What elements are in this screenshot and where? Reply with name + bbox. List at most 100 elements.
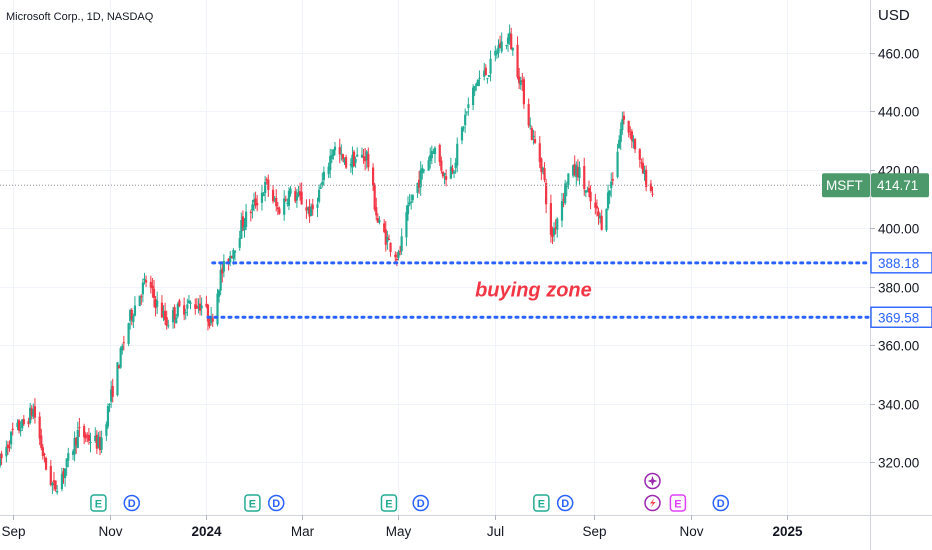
candle-body	[349, 164, 352, 166]
candle-body	[217, 290, 221, 297]
dividend-marker-icon[interactable]: D	[267, 494, 285, 512]
candle-body	[595, 205, 599, 209]
split-marker-icon[interactable]	[644, 494, 661, 512]
time-tick-label: May	[386, 524, 412, 539]
time-scale[interactable]: Sep Nov 2024 Mar May Jul Sep Nov 2025	[1, 515, 803, 539]
ideas-marker-icon[interactable]	[644, 472, 661, 490]
candle-body	[260, 192, 264, 203]
candle-body	[421, 167, 424, 174]
candle-body	[616, 151, 619, 177]
candle-body	[627, 120, 630, 133]
candle-body	[16, 422, 19, 428]
candle-body	[119, 348, 122, 368]
earnings-marker-icon[interactable]: E	[533, 494, 550, 512]
candle-body	[33, 406, 37, 418]
candle-body	[643, 169, 646, 175]
candle-body	[554, 227, 557, 229]
candle-body	[389, 242, 392, 252]
candle-body	[556, 218, 559, 230]
candle-body	[221, 268, 224, 274]
candle-body	[117, 365, 121, 369]
earnings-marker-icon[interactable]: E	[244, 494, 261, 512]
candle-body	[400, 236, 403, 252]
candle-body	[418, 179, 421, 188]
horizontal-levels	[206, 261, 872, 319]
candle-body	[508, 32, 511, 41]
svg-text:D: D	[561, 498, 569, 510]
dividend-marker-icon[interactable]: D	[123, 494, 141, 512]
candle-body	[229, 256, 232, 263]
candle-body	[73, 437, 76, 455]
candle-body	[649, 183, 653, 191]
candle-body	[564, 183, 567, 204]
candle-body	[210, 315, 213, 323]
candle-body	[551, 233, 554, 237]
candle-body	[583, 166, 586, 190]
earnings-marker-icon[interactable]: E	[90, 494, 107, 512]
candle-body	[94, 435, 97, 441]
candle-body	[586, 191, 589, 193]
candle-body	[597, 211, 600, 216]
candle-body	[522, 79, 526, 105]
candle-body	[384, 229, 387, 245]
candle-body	[651, 193, 654, 195]
earnings-marker-icon[interactable]: E	[669, 494, 687, 512]
candle-body	[138, 295, 141, 307]
candle-body	[373, 184, 376, 210]
candle-body	[364, 156, 367, 162]
candle-body	[416, 182, 419, 193]
earnings-marker-icon[interactable]: E	[380, 494, 398, 512]
candle-body	[600, 215, 603, 230]
level-price-label-box	[870, 252, 932, 274]
candle-body	[283, 198, 286, 215]
candle-body	[422, 169, 425, 171]
candle-body	[141, 282, 144, 295]
candle-body	[176, 303, 179, 317]
candle-body	[300, 191, 303, 205]
candle-body	[322, 171, 325, 181]
candle-body	[645, 169, 648, 188]
candle-body	[129, 310, 132, 321]
candle-body	[543, 168, 546, 180]
candle-body	[152, 288, 156, 299]
candle-body	[44, 457, 48, 470]
candle-body	[484, 67, 487, 76]
currency-button[interactable]: USD	[878, 7, 910, 24]
candle-body	[486, 78, 489, 80]
svg-text:E: E	[538, 499, 545, 511]
candle-body	[249, 211, 252, 214]
candle-body	[633, 139, 637, 150]
candle-body	[89, 441, 92, 444]
candle-body	[397, 251, 400, 258]
candle-body	[330, 154, 333, 160]
candle-body	[429, 154, 432, 162]
candle-body	[156, 300, 159, 307]
dividend-marker-icon[interactable]: D	[412, 494, 429, 512]
candle-body	[149, 281, 152, 288]
candle-body	[311, 204, 314, 210]
candle-body	[271, 189, 275, 202]
candle-body	[184, 311, 187, 313]
svg-text:E: E	[674, 499, 681, 511]
candle-body	[208, 318, 211, 327]
candle-body	[106, 406, 110, 427]
candle-body	[308, 206, 311, 217]
candle-body	[133, 305, 137, 316]
candle-body	[410, 201, 413, 203]
candle-body	[267, 179, 270, 190]
dividend-marker-icon[interactable]: D	[556, 494, 574, 512]
candle-body	[108, 403, 111, 405]
candle-body	[541, 167, 545, 170]
candle-body	[351, 154, 354, 168]
dividend-marker-icon[interactable]: D	[712, 494, 730, 512]
candle-body	[71, 451, 75, 455]
candle-body	[10, 431, 13, 445]
price-scale[interactable]: 320.00340.00360.00380.00400.00420.00440.…	[870, 47, 919, 471]
candle-body	[56, 490, 59, 493]
candle-body	[599, 215, 602, 219]
svg-text:E: E	[95, 499, 102, 511]
time-tick-label: Sep	[582, 524, 606, 539]
candle-body	[565, 185, 568, 188]
